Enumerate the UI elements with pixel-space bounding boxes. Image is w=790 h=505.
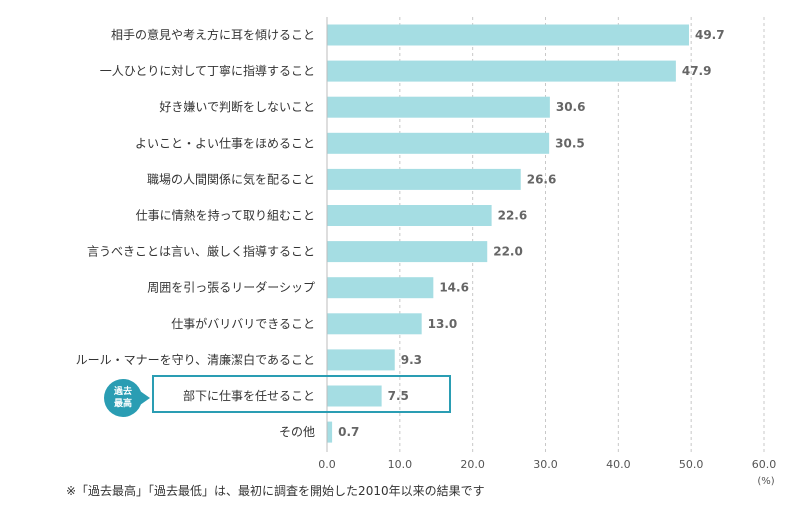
value-label: 22.0 (493, 245, 523, 259)
bar (327, 313, 422, 335)
record-high-badge: 過去 最高 (104, 379, 142, 417)
bar (327, 421, 333, 443)
value-label: 49.7 (695, 28, 725, 42)
category-label: よいこと・よい仕事をほめること (135, 136, 315, 150)
bar (327, 277, 434, 299)
bar (327, 385, 382, 407)
x-tick-label: 20.0 (460, 458, 485, 471)
bar (327, 132, 550, 154)
bar (327, 168, 521, 190)
x-tick-label: 30.0 (533, 458, 558, 471)
unit-label: (%) (757, 476, 774, 487)
x-tick-label: 60.0 (752, 458, 777, 471)
x-tick-label: 10.0 (388, 458, 413, 471)
value-label: 47.9 (682, 64, 712, 78)
category-label: 仕事がバリバリできること (171, 316, 315, 331)
highlight-box (152, 375, 451, 413)
bar (327, 241, 488, 263)
category-label: 職場の人間関係に気を配ること (147, 171, 315, 186)
category-label: その他 (279, 425, 315, 439)
value-label: 9.3 (401, 353, 422, 367)
x-tick-label: 0.0 (318, 458, 336, 471)
badge-pointer (140, 391, 150, 405)
category-label: 好き嫌いで判断をしないこと (159, 99, 315, 114)
category-label: 仕事に情熱を持って取り組むこと (136, 208, 315, 223)
category-label: 一人ひとりに対して丁寧に指導すること (100, 63, 315, 78)
badge-line-2: 最高 (113, 399, 132, 409)
category-label: 言うべきことは言い、厳しく指導すること (87, 244, 315, 259)
value-label: 0.7 (338, 425, 359, 439)
bar (327, 60, 676, 82)
value-label: 30.6 (556, 100, 586, 114)
value-label: 26.6 (527, 172, 557, 186)
bar (327, 96, 550, 118)
category-label: 部下に仕事を任せること (183, 388, 315, 403)
x-tick-label: 40.0 (606, 458, 631, 471)
value-label: 22.6 (498, 209, 528, 223)
value-label: 30.5 (555, 136, 585, 150)
bar (327, 24, 689, 46)
bar (327, 205, 492, 226)
value-label: 13.0 (428, 317, 458, 331)
category-label: 相手の意見や考え方に耳を傾けること (111, 27, 315, 42)
footnote: ※「過去最高」「過去最低」は、最初に調査を開始した2010年以来の結果です (66, 484, 485, 498)
category-label: 周囲を引っ張るリーダーシップ (147, 280, 315, 295)
value-label: 14.6 (439, 281, 469, 295)
value-label: 7.5 (388, 389, 409, 403)
category-label: ルール・マナーを守り、清廉潔白であること (76, 352, 315, 367)
bar (327, 349, 395, 371)
badge-line-1: 過去 (113, 387, 132, 397)
x-tick-label: 50.0 (679, 458, 704, 471)
